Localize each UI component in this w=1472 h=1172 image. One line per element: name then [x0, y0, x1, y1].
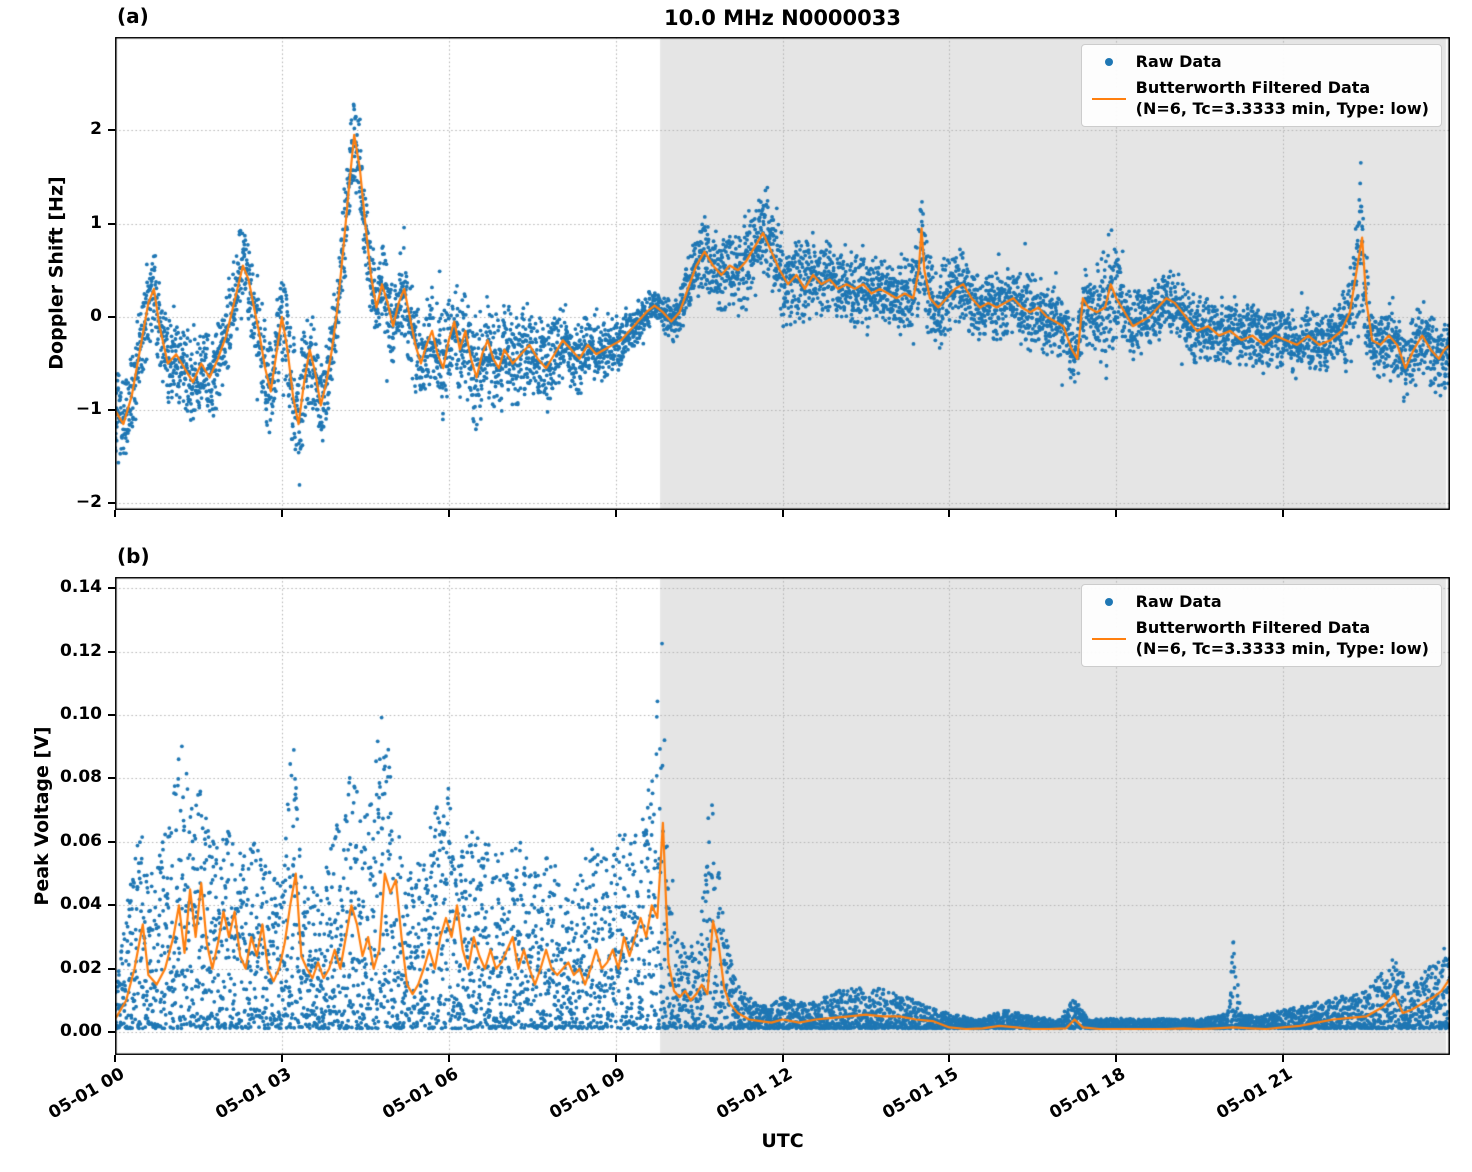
x-tick-mark [948, 510, 951, 517]
y-tick-mark [108, 409, 115, 412]
x-tick-mark [1282, 1055, 1285, 1062]
x-tick-mark [614, 1055, 617, 1062]
x-tick-mark [447, 1055, 450, 1062]
x-tick-mark [614, 510, 617, 517]
x-tick-label: 05-01 00 [45, 1064, 128, 1124]
y-tick-mark [108, 650, 115, 653]
legend-item-filtered: Butterworth Filtered Data (N=6, Tc=3.333… [1091, 618, 1429, 660]
filtered-marker-area [1091, 97, 1127, 100]
legend-filtered-label: Butterworth Filtered Data (N=6, Tc=3.333… [1136, 618, 1429, 660]
y-tick-mark [108, 129, 115, 132]
raw-data-marker-area [1091, 598, 1127, 607]
legend-filtered-line1: Butterworth Filtered Data [1135, 617, 1371, 637]
filtered-marker-area [1091, 637, 1127, 640]
panel-b-ylabel: Peak Voltage [V] [31, 726, 53, 906]
y-tick-mark [108, 587, 115, 590]
panel-a-legend: Raw Data Butterworth Filtered Data (N=6,… [1080, 44, 1442, 128]
y-tick-mark [108, 502, 115, 505]
figure-title: 10.0 MHz N0000033 [664, 6, 901, 30]
y-tick-mark [108, 1031, 115, 1034]
x-tick-mark [1115, 510, 1118, 517]
x-axis-label: UTC [761, 1130, 804, 1152]
y-tick-mark [108, 222, 115, 225]
filtered-line-icon [1091, 97, 1126, 100]
x-tick-mark [781, 510, 784, 517]
raw-data-dot-icon [1104, 598, 1113, 607]
x-tick-mark [114, 1055, 116, 1062]
panel-b-plot: Raw Data Butterworth Filtered Data (N=6,… [115, 577, 1450, 1055]
panel-a-label: (a) [117, 4, 149, 28]
x-tick-mark [1115, 1055, 1118, 1062]
panel-b-legend: Raw Data Butterworth Filtered Data (N=6,… [1080, 584, 1442, 668]
legend-raw-label: Raw Data [1135, 52, 1222, 71]
raw-data-dot-icon [1104, 58, 1113, 67]
y-tick-mark [108, 840, 115, 843]
legend-item-raw: Raw Data [1091, 592, 1429, 613]
y-tick-mark [108, 967, 115, 970]
x-tick-mark [280, 510, 283, 517]
panel-b-label: (b) [117, 544, 150, 568]
x-tick-mark [280, 1055, 283, 1062]
filtered-line-icon [1091, 637, 1126, 640]
legend-filtered-line2: (N=6, Tc=3.3333 min, Type: low) [1135, 638, 1429, 658]
y-tick-mark [108, 777, 115, 780]
x-tick-mark [1282, 510, 1285, 517]
y-tick-mark [108, 713, 115, 716]
panel-a-plot: Raw Data Butterworth Filtered Data (N=6,… [115, 37, 1450, 510]
raw-data-marker-area [1091, 58, 1127, 67]
x-tick-mark [114, 510, 116, 517]
x-tick-mark [447, 510, 450, 517]
y-tick-mark [108, 904, 115, 907]
legend-raw-label: Raw Data [1135, 592, 1222, 611]
legend-filtered-label: Butterworth Filtered Data (N=6, Tc=3.333… [1136, 78, 1429, 120]
x-tick-mark [948, 1055, 951, 1062]
legend-filtered-line1: Butterworth Filtered Data [1135, 77, 1371, 97]
legend-filtered-line2: (N=6, Tc=3.3333 min, Type: low) [1135, 98, 1429, 118]
panel-a-ylabel: Doppler Shift [Hz] [45, 176, 68, 370]
legend-item-filtered: Butterworth Filtered Data (N=6, Tc=3.333… [1091, 78, 1429, 120]
legend-item-raw: Raw Data [1091, 52, 1429, 73]
x-tick-mark [781, 1055, 784, 1062]
y-tick-mark [108, 315, 115, 318]
